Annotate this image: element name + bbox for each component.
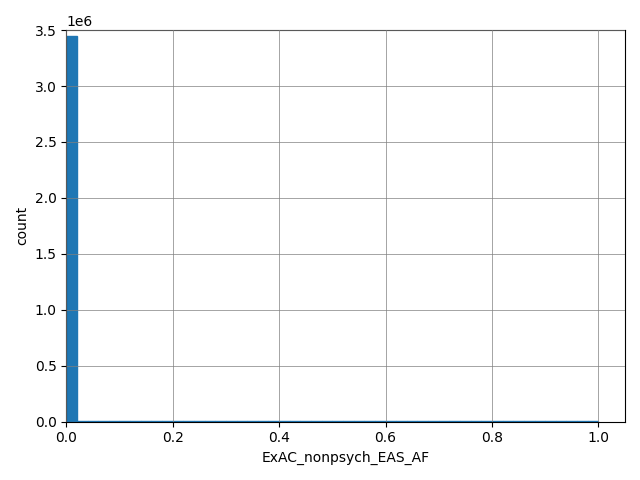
- Y-axis label: count: count: [15, 206, 29, 245]
- Bar: [67, 36, 77, 421]
- X-axis label: ExAC_nonpsych_EAS_AF: ExAC_nonpsych_EAS_AF: [262, 451, 429, 465]
